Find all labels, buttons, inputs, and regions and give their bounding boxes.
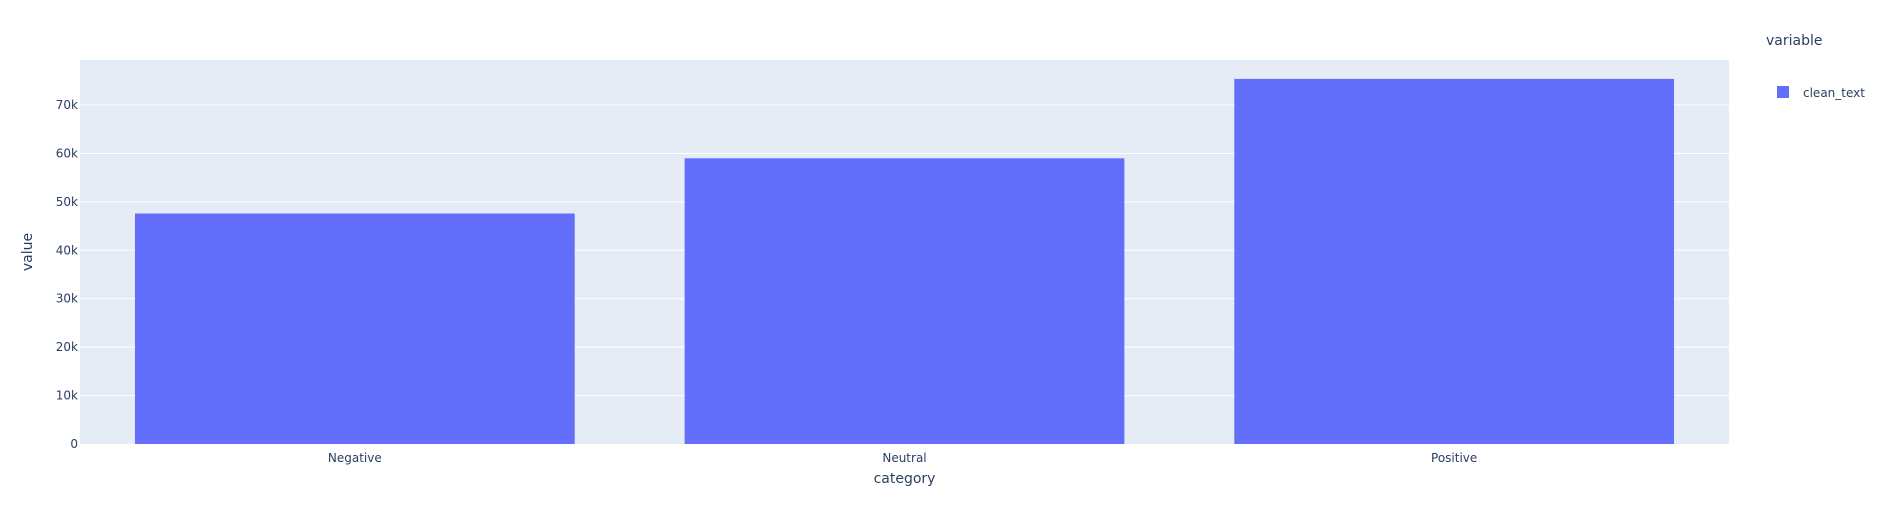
legend-title: variable: [1766, 33, 1822, 49]
x-axis-title: category: [874, 471, 936, 487]
bar-negative[interactable]: [134, 213, 575, 444]
bar-positive[interactable]: [1234, 78, 1675, 444]
y-tick-label: 70k: [56, 98, 78, 112]
bar-neutral[interactable]: [684, 158, 1125, 445]
bars: [134, 78, 1675, 445]
y-tick-label: 10k: [56, 389, 78, 403]
y-axis-ticks: 0 10k 20k 30k 40k 50k 60k 70k: [56, 98, 78, 451]
y-tick-label: 20k: [56, 340, 78, 354]
legend-swatch: [1777, 86, 1789, 98]
legend-label: clean_text: [1803, 86, 1865, 100]
x-tick-label: Positive: [1431, 451, 1477, 465]
x-axis-ticks: Negative Neutral Positive: [328, 451, 1477, 465]
legend-item-clean-text[interactable]: clean_text: [1777, 86, 1865, 100]
x-tick-label: Negative: [328, 451, 382, 465]
x-tick-label: Neutral: [882, 451, 926, 465]
y-tick-label: 30k: [56, 292, 78, 306]
y-axis-title: value: [20, 233, 36, 271]
y-tick-label: 60k: [56, 146, 78, 160]
y-tick-label: 50k: [56, 195, 78, 209]
y-tick-label: 0: [70, 437, 78, 451]
legend: variable clean_text: [1766, 33, 1865, 100]
y-tick-label: 40k: [56, 243, 78, 257]
